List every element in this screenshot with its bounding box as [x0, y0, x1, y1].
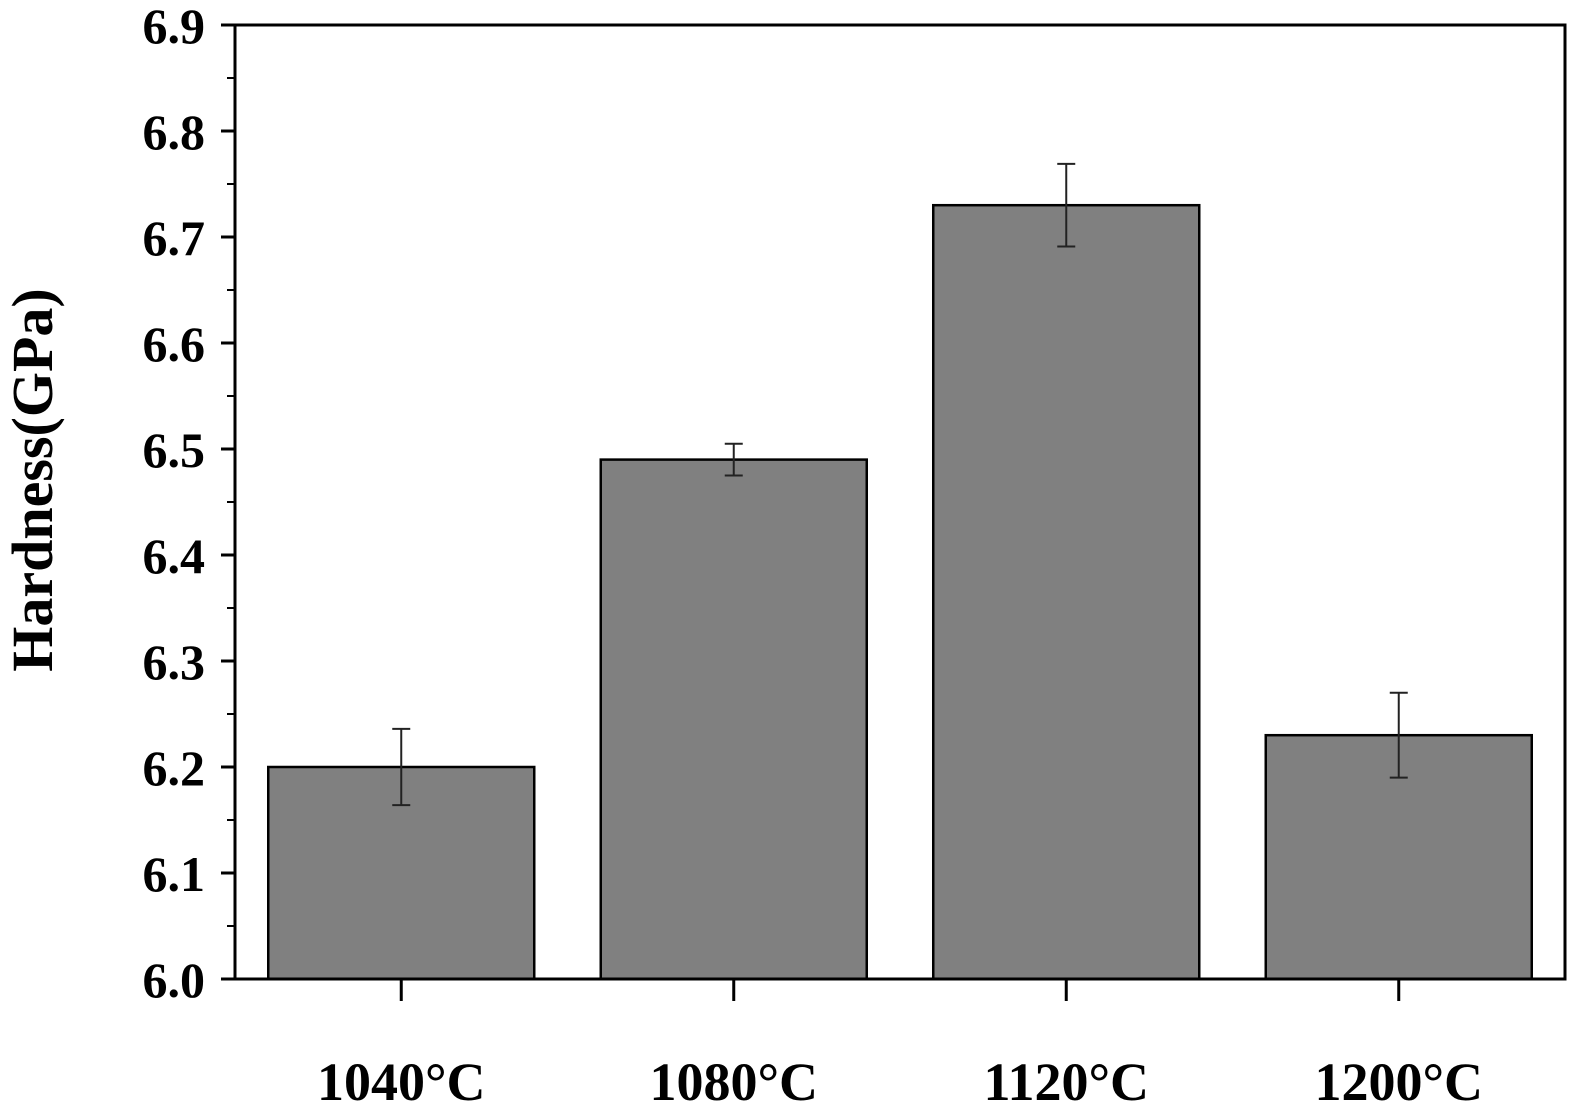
y-tick-label: 6.0: [143, 952, 206, 1008]
y-tick-label: 6.3: [143, 634, 206, 690]
bar: [932, 203, 1201, 981]
y-tick-label: 6.7: [143, 210, 206, 266]
bar: [599, 458, 868, 981]
y-tick-label: 6.8: [143, 104, 206, 160]
y-tick-label: 6.6: [143, 316, 206, 372]
y-axis-title: Hardness(GPa): [0, 288, 65, 671]
bars-group: [267, 203, 1533, 981]
x-axis: 1040°C 1080°C 1120°C 1200°C: [317, 979, 1483, 1109]
x-category-label: 1120°C: [983, 1052, 1149, 1109]
y-axis: 6.0 6.1 6.2 6.3 6.4 6.5 6.6 6.7 6.8 6.9: [143, 0, 235, 1008]
errorbars-group: [392, 162, 1408, 807]
y-tick-label: 6.2: [143, 740, 206, 796]
y-tick-label: 6.5: [143, 422, 206, 478]
x-category-label: 1040°C: [317, 1052, 486, 1109]
x-category-label: 1080°C: [649, 1052, 818, 1109]
y-tick-label: 6.4: [143, 528, 206, 584]
x-category-label: 1200°C: [1314, 1052, 1483, 1109]
y-tick-label: 6.1: [143, 846, 206, 902]
y-tick-label: 6.9: [143, 0, 206, 54]
